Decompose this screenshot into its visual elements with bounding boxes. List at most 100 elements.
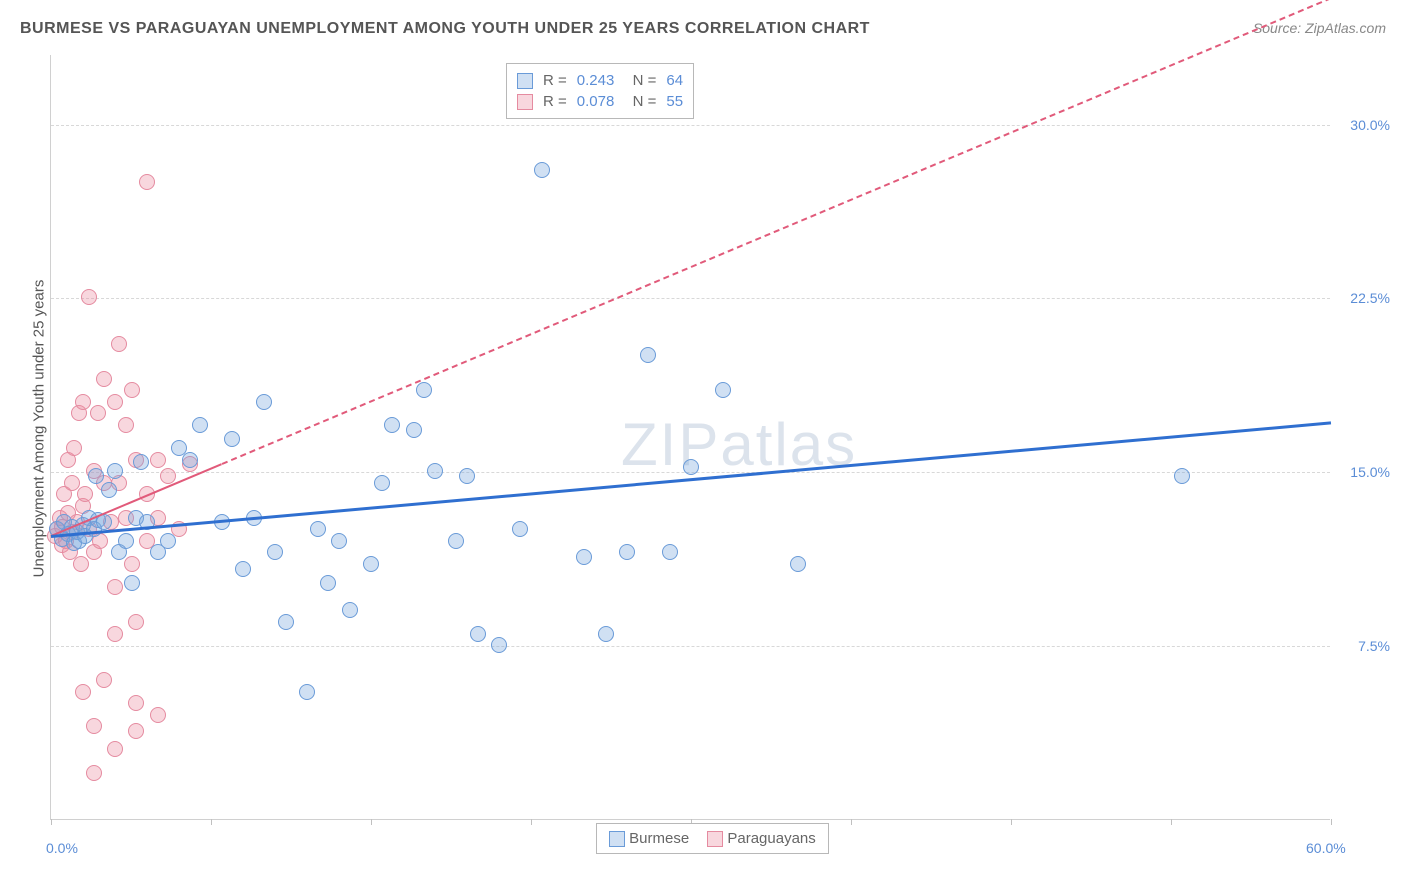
data-point bbox=[90, 405, 106, 421]
data-point bbox=[1174, 468, 1190, 484]
data-point bbox=[715, 382, 731, 398]
data-point bbox=[107, 463, 123, 479]
x-tick bbox=[531, 819, 532, 825]
data-point bbox=[118, 417, 134, 433]
data-point bbox=[310, 521, 326, 537]
data-point bbox=[491, 637, 507, 653]
data-point bbox=[124, 575, 140, 591]
data-point bbox=[459, 468, 475, 484]
data-point bbox=[101, 482, 117, 498]
data-point bbox=[576, 549, 592, 565]
series-swatch bbox=[517, 94, 533, 110]
data-point bbox=[128, 695, 144, 711]
data-point bbox=[111, 336, 127, 352]
data-point bbox=[598, 626, 614, 642]
data-point bbox=[448, 533, 464, 549]
series-swatch bbox=[517, 73, 533, 89]
x-tick-label: 60.0% bbox=[1306, 840, 1346, 856]
trend-line bbox=[221, 0, 1331, 465]
data-point bbox=[790, 556, 806, 572]
stat-label: N = bbox=[624, 93, 656, 110]
data-point bbox=[86, 718, 102, 734]
gridline bbox=[51, 125, 1330, 126]
stat-n-value: 64 bbox=[666, 72, 683, 89]
x-tick bbox=[371, 819, 372, 825]
data-point bbox=[139, 174, 155, 190]
data-point bbox=[470, 626, 486, 642]
legend-label: Paraguayans bbox=[727, 830, 815, 847]
correlation-stats-box: R = 0.243 N = 64R = 0.078 N = 55 bbox=[506, 63, 694, 119]
data-point bbox=[512, 521, 528, 537]
legend: Burmese Paraguayans bbox=[596, 823, 829, 854]
data-point bbox=[331, 533, 347, 549]
data-point bbox=[150, 707, 166, 723]
data-point bbox=[363, 556, 379, 572]
data-point bbox=[96, 371, 112, 387]
data-point bbox=[73, 556, 89, 572]
gridline bbox=[51, 298, 1330, 299]
y-tick-label: 30.0% bbox=[1340, 117, 1390, 133]
trend-line bbox=[51, 421, 1331, 538]
data-point bbox=[86, 765, 102, 781]
data-point bbox=[107, 394, 123, 410]
scatter-chart: 7.5%15.0%22.5%30.0%0.0%60.0%ZIPatlasR = … bbox=[50, 55, 1330, 820]
x-tick bbox=[851, 819, 852, 825]
data-point bbox=[128, 723, 144, 739]
data-point bbox=[224, 431, 240, 447]
x-tick bbox=[1171, 819, 1172, 825]
data-point bbox=[107, 626, 123, 642]
data-point bbox=[107, 579, 123, 595]
stat-r-value: 0.243 bbox=[577, 72, 615, 89]
data-point bbox=[75, 684, 91, 700]
stat-n-value: 55 bbox=[666, 93, 683, 110]
data-point bbox=[662, 544, 678, 560]
data-point bbox=[374, 475, 390, 491]
data-point bbox=[160, 533, 176, 549]
x-tick bbox=[211, 819, 212, 825]
data-point bbox=[66, 440, 82, 456]
data-point bbox=[128, 614, 144, 630]
data-point bbox=[124, 556, 140, 572]
data-point bbox=[278, 614, 294, 630]
data-point bbox=[150, 452, 166, 468]
stats-row: R = 0.243 N = 64 bbox=[517, 70, 683, 91]
data-point bbox=[88, 468, 104, 484]
y-tick-label: 7.5% bbox=[1340, 638, 1390, 654]
data-point bbox=[619, 544, 635, 560]
stat-label: N = bbox=[624, 72, 656, 89]
data-point bbox=[182, 452, 198, 468]
data-point bbox=[235, 561, 251, 577]
x-tick bbox=[1331, 819, 1332, 825]
data-point bbox=[416, 382, 432, 398]
data-point bbox=[133, 454, 149, 470]
gridline bbox=[51, 646, 1330, 647]
data-point bbox=[320, 575, 336, 591]
chart-title: BURMESE VS PARAGUAYAN UNEMPLOYMENT AMONG… bbox=[20, 20, 870, 38]
x-tick-label: 0.0% bbox=[46, 840, 78, 856]
data-point bbox=[534, 162, 550, 178]
data-point bbox=[406, 422, 422, 438]
data-point bbox=[640, 347, 656, 363]
data-point bbox=[96, 672, 112, 688]
stats-row: R = 0.078 N = 55 bbox=[517, 91, 683, 112]
data-point bbox=[75, 394, 91, 410]
data-point bbox=[683, 459, 699, 475]
y-axis-label: Unemployment Among Youth under 25 years bbox=[30, 280, 47, 578]
series-swatch bbox=[707, 831, 723, 847]
legend-item: Paraguayans bbox=[707, 830, 816, 847]
legend-item: Burmese bbox=[609, 830, 689, 847]
data-point bbox=[267, 544, 283, 560]
legend-label: Burmese bbox=[629, 830, 689, 847]
stat-r-value: 0.078 bbox=[577, 93, 615, 110]
y-tick-label: 15.0% bbox=[1340, 464, 1390, 480]
data-point bbox=[118, 533, 134, 549]
data-point bbox=[299, 684, 315, 700]
x-tick bbox=[51, 819, 52, 825]
data-point bbox=[81, 289, 97, 305]
data-point bbox=[124, 382, 140, 398]
data-point bbox=[342, 602, 358, 618]
data-point bbox=[427, 463, 443, 479]
data-point bbox=[77, 486, 93, 502]
data-point bbox=[256, 394, 272, 410]
data-point bbox=[192, 417, 208, 433]
